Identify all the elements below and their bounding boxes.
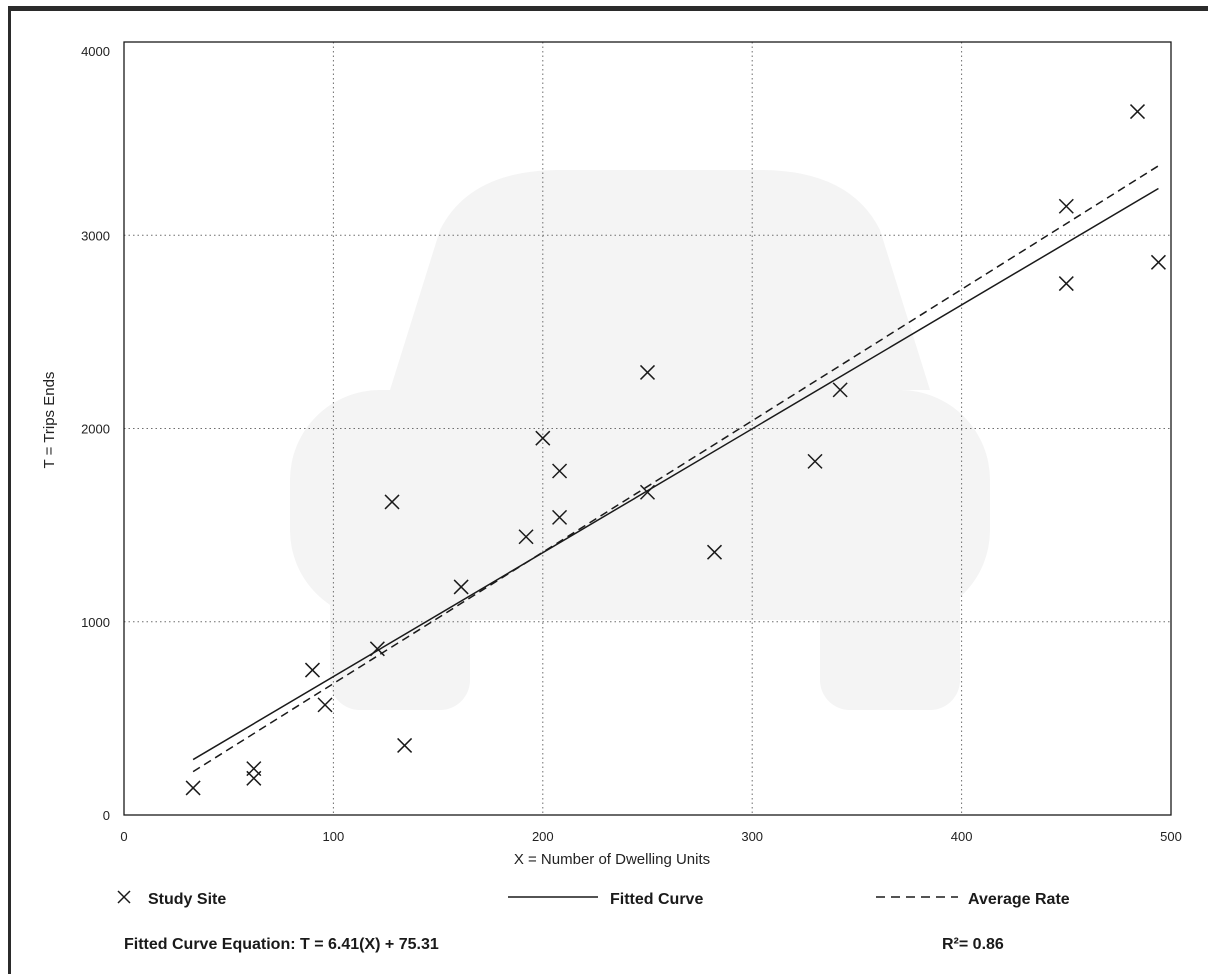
study-site-point xyxy=(1058,276,1074,292)
fitted-curve-line xyxy=(192,187,1159,761)
x-tick-label: 400 xyxy=(951,829,973,844)
study-site-point xyxy=(518,529,534,545)
study-site-point xyxy=(535,430,551,446)
study-site-point xyxy=(397,737,413,753)
y-axis-tick-labels: 0 1000 2000 3000 4000 xyxy=(81,44,110,823)
study-site-point xyxy=(185,780,201,796)
study-site-point xyxy=(304,662,320,678)
study-site-point xyxy=(317,697,333,713)
legend-fitted-curve-label: Fitted Curve xyxy=(610,891,703,908)
study-site-point xyxy=(552,463,568,479)
x-tick-label: 200 xyxy=(532,829,554,844)
study-site-point xyxy=(1129,104,1146,120)
y-tick-label: 0 xyxy=(103,808,110,823)
chart-frame xyxy=(8,6,1208,974)
study-site-point xyxy=(453,579,469,595)
x-tick-label: 100 xyxy=(323,829,345,844)
y-tick-label: 4000 xyxy=(81,44,110,59)
study-site-point xyxy=(1058,198,1074,214)
study-site-point xyxy=(639,364,656,380)
y-tick-label: 2000 xyxy=(81,422,110,437)
fitted-curve-equation: Fitted Curve Equation: T = 6.41(X) + 75.… xyxy=(124,936,439,953)
legend-study-site-label: Study Site xyxy=(148,891,226,908)
watermark-car-icon xyxy=(290,170,990,710)
legend-fitted-curve: Fitted Curve xyxy=(508,891,703,908)
legend-x-marker-icon xyxy=(117,890,131,904)
study-site-point xyxy=(1150,254,1166,270)
study-site-point xyxy=(552,509,568,525)
y-tick-label: 3000 xyxy=(81,228,110,243)
plot-border xyxy=(123,41,1172,816)
x-tick-label: 300 xyxy=(741,829,763,844)
legend-study-site: Study Site xyxy=(117,890,226,908)
grid-lines xyxy=(124,42,1171,815)
y-axis-title: T = Trips Ends xyxy=(41,372,58,469)
x-axis-tick-labels: 0 100 200 300 400 500 xyxy=(120,829,1181,844)
study-site-points xyxy=(185,104,1166,796)
average-rate-line xyxy=(192,165,1159,773)
study-site-point xyxy=(706,544,723,560)
legend: Study Site Fitted Curve Average Rate xyxy=(117,890,1070,908)
study-site-point xyxy=(384,494,400,510)
legend-average-rate: Average Rate xyxy=(876,891,1070,908)
study-site-point xyxy=(246,761,262,777)
y-tick-label: 1000 xyxy=(81,615,110,630)
x-tick-label: 500 xyxy=(1160,829,1182,844)
trend-lines xyxy=(192,165,1159,773)
x-axis-title: X = Number of Dwelling Units xyxy=(514,851,710,868)
study-site-point xyxy=(832,382,848,398)
study-site-point xyxy=(369,641,385,657)
study-site-point xyxy=(639,484,656,500)
study-site-point xyxy=(807,453,823,469)
x-tick-label: 0 xyxy=(120,829,127,844)
r-squared-value: R²= 0.86 xyxy=(942,936,1004,953)
legend-average-rate-label: Average Rate xyxy=(968,891,1070,908)
